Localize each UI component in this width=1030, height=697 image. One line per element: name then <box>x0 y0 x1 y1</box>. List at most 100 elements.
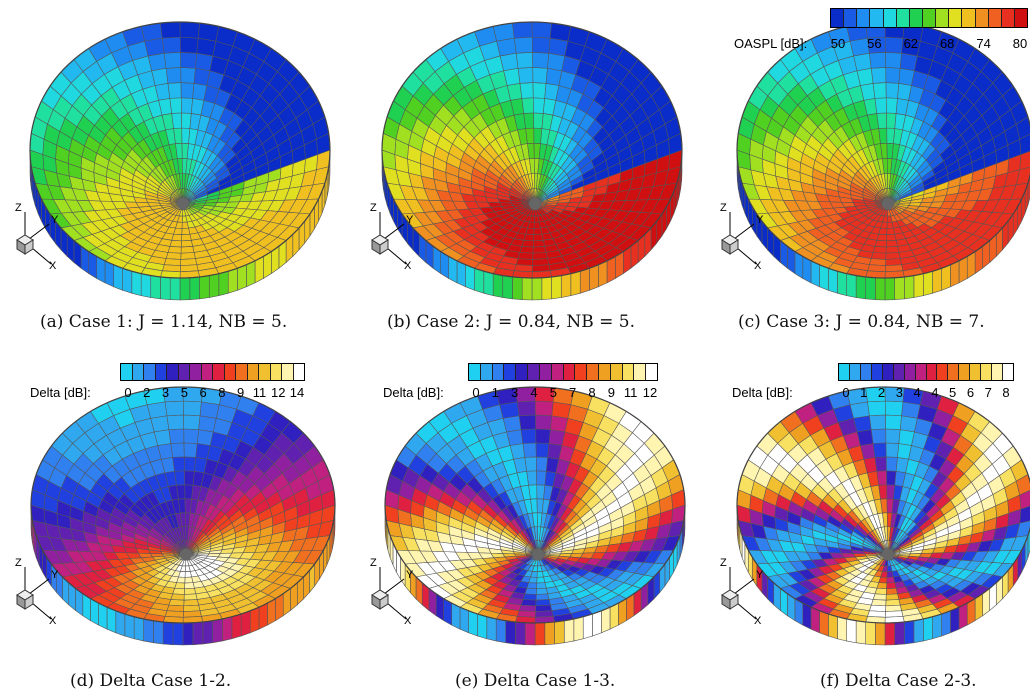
panel-a: Z Y X (a) Case 1: J = 1.14, NB = 5. <box>0 0 345 345</box>
wall-facet <box>131 270 142 297</box>
colorbar-tick-label: 50 <box>830 36 846 51</box>
colorbar-swatch <box>857 9 871 27</box>
axes-triad-c: Z Y X <box>710 200 770 272</box>
surface-facet <box>869 258 887 266</box>
colorbar-swatch <box>915 364 927 380</box>
colorbar-swatch <box>981 364 993 380</box>
surface-facet <box>870 252 887 260</box>
wall-facet <box>227 267 238 294</box>
colorbar-swatch <box>144 364 156 380</box>
surface-facet <box>536 470 547 486</box>
surface-facet <box>515 52 534 69</box>
axes-triad-f: Z Y X <box>710 555 770 627</box>
wall-facet <box>521 277 533 301</box>
surface-facet <box>885 593 900 601</box>
wall-facet <box>846 618 857 644</box>
surface-facet <box>180 246 195 254</box>
wall-facet <box>172 622 184 646</box>
rim-outline <box>384 386 686 624</box>
delta-colorbar-3 <box>838 363 1014 381</box>
rim-outline <box>381 21 683 279</box>
axis-label-x: X <box>404 260 412 272</box>
wall-facet <box>531 277 543 301</box>
colorbar-swatch <box>610 364 623 380</box>
wall-facet <box>133 616 144 642</box>
wall-facet <box>468 610 478 637</box>
surface-facet <box>885 67 901 84</box>
wall-facet <box>828 613 838 640</box>
colorbar-swatch <box>948 364 960 380</box>
wall-facet <box>249 606 260 634</box>
wall-facet <box>573 616 584 642</box>
colorbar-tick-label: 6 <box>199 385 207 400</box>
surface-facet <box>885 414 902 430</box>
caption-b: (b) Case 2: J = 0.84, NB = 5. <box>387 312 635 332</box>
surface-facet <box>183 428 199 444</box>
axes-triad-a: Z Y X <box>5 200 65 272</box>
surface-facet <box>531 21 552 39</box>
axis-label-z: Z <box>370 557 377 569</box>
colorbar-swatch <box>860 364 872 380</box>
oaspl-legend-label: OASPL [dB]: <box>734 36 808 51</box>
colorbar-tick-label: 0 <box>842 385 850 400</box>
colorbar-tick-label: 62 <box>903 36 919 51</box>
surface-facet <box>180 97 193 114</box>
axis-label-y: Y <box>756 569 764 581</box>
axis-label-y: Y <box>51 569 59 581</box>
colorbar-swatch <box>121 364 133 380</box>
surface-facet <box>874 97 887 114</box>
wall-facet <box>589 264 599 291</box>
surface-facet <box>1019 490 1030 510</box>
wall-facet <box>904 275 915 300</box>
wall-facet <box>904 620 915 645</box>
colorbar-tick-label: 6 <box>966 385 975 400</box>
surface-facet <box>870 428 887 444</box>
colorbar-tick-label: 3 <box>511 385 519 400</box>
wall-facet <box>505 620 516 645</box>
wall-facet <box>884 277 895 301</box>
surface-facet <box>1015 116 1030 140</box>
surface-facet <box>179 36 199 54</box>
rim-outline <box>29 21 331 279</box>
colorbar-swatch <box>551 364 564 380</box>
colorbar-swatch <box>992 364 1004 380</box>
wall-facet <box>932 613 942 640</box>
wall-facet <box>913 273 924 298</box>
wall-facet <box>913 618 924 644</box>
colorbar-tick-label: 56 <box>867 36 882 51</box>
surface-facet <box>179 21 200 39</box>
colorbar-swatch <box>270 364 282 380</box>
surface-facet <box>884 400 904 417</box>
surface-facet <box>535 593 550 601</box>
surface-facet <box>167 246 182 254</box>
colorbar-tick-label: 3 <box>161 385 170 400</box>
surface-facet <box>885 82 900 99</box>
colorbar-tick-label: 9 <box>607 385 615 400</box>
colorbar-swatch <box>959 364 971 380</box>
surface-facet <box>872 593 887 601</box>
wall-facet <box>150 275 161 300</box>
wall-facet <box>837 616 847 642</box>
colorbar-swatch <box>539 364 552 380</box>
surface-facet <box>183 593 198 601</box>
colorbar-swatch <box>988 9 1002 27</box>
surface-facet <box>170 442 185 458</box>
wall-facet <box>837 270 847 297</box>
colorbar-tick-label: 11 <box>623 385 638 400</box>
surface-facet <box>168 428 185 444</box>
wall-facet <box>950 606 960 634</box>
surface-facet <box>523 112 535 129</box>
wall-facet <box>932 267 942 294</box>
colorbar-swatch <box>962 9 976 27</box>
surface-facet <box>870 599 887 607</box>
panel-d: Z Y X (d) Delta Case 1-2. <box>0 355 345 697</box>
hemisphere-plot-e <box>384 386 686 646</box>
surface-facet <box>535 587 549 595</box>
wall-facet <box>923 270 933 297</box>
wall-facet <box>222 616 233 642</box>
colorbar-swatch <box>949 9 963 27</box>
surface-facet <box>181 233 192 242</box>
surface-facet <box>870 67 887 84</box>
rim-outline <box>30 386 336 624</box>
colorbar-swatch <box>831 9 845 27</box>
